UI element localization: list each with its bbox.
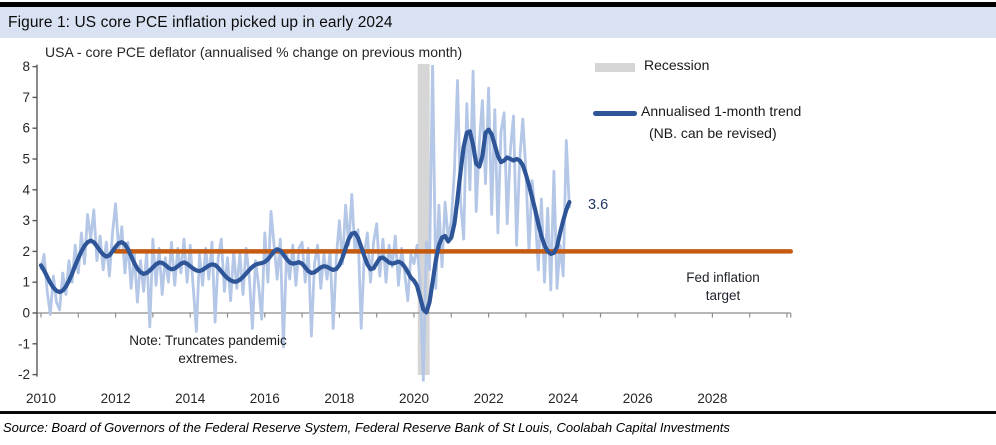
y-tick-label: 3 xyxy=(22,213,30,228)
y-tick-label: 5 xyxy=(22,152,30,167)
source-attribution: Source: Board of Governors of the Federa… xyxy=(3,420,730,435)
monthly-series-line xyxy=(39,65,571,382)
figure-title: Figure 1: US core PCE inflation picked u… xyxy=(8,13,393,31)
trend-legend-note: (NB. can be revised) xyxy=(649,125,777,141)
bottom-divider-rule xyxy=(0,411,996,414)
x-tick-label: 2020 xyxy=(399,391,429,406)
pce-inflation-chart: 8 7 6 5 4 3 2 1 0 -1 -2 2010 2012 2014 2016 2018 2020 202… xyxy=(18,59,793,406)
y-axis xyxy=(32,64,38,377)
x-tick-label: 2012 xyxy=(101,391,131,406)
x-zero-axis xyxy=(37,312,792,318)
fed-target-label: Fed inflation target xyxy=(686,270,760,303)
trend-series-line xyxy=(38,127,572,315)
x-tick-label: 2016 xyxy=(250,391,280,406)
y-tick-label: 1 xyxy=(22,275,30,290)
y-tick-label: 4 xyxy=(22,182,30,197)
latest-value-annotation: 3.6 xyxy=(588,197,609,213)
x-tick-label: 2014 xyxy=(175,391,206,406)
y-tick-label: 7 xyxy=(22,90,30,105)
top-border-bar xyxy=(0,2,996,7)
x-tick-label: 2026 xyxy=(623,391,653,406)
x-tick-label: 2010 xyxy=(26,391,56,406)
recession-legend-swatch xyxy=(595,63,635,72)
trend-legend-line xyxy=(593,111,637,116)
y-tick-label: -2 xyxy=(18,367,30,382)
title-band: Figure 1: US core PCE inflation picked u… xyxy=(0,7,996,38)
chart-subtitle: USA - core PCE deflator (annualised % ch… xyxy=(45,44,463,60)
trend-legend-label: Annualised 1-month trend xyxy=(641,103,802,119)
truncation-note: Note: Truncates pandemic extremes. xyxy=(129,333,287,366)
y-tick-label: 0 xyxy=(22,306,30,321)
x-tick-label: 2024 xyxy=(548,391,579,406)
y-tick-label: 2 xyxy=(22,244,30,259)
recession-band xyxy=(417,64,430,375)
x-tick-label: 2028 xyxy=(697,391,727,406)
x-tick-label: 2018 xyxy=(324,391,354,406)
x-tick-label: 2022 xyxy=(474,391,504,406)
y-tick-label: 8 xyxy=(22,59,30,74)
recession-legend-label: Recession xyxy=(644,57,710,73)
y-tick-label: 6 xyxy=(22,121,30,136)
y-tick-label: -1 xyxy=(18,336,30,351)
